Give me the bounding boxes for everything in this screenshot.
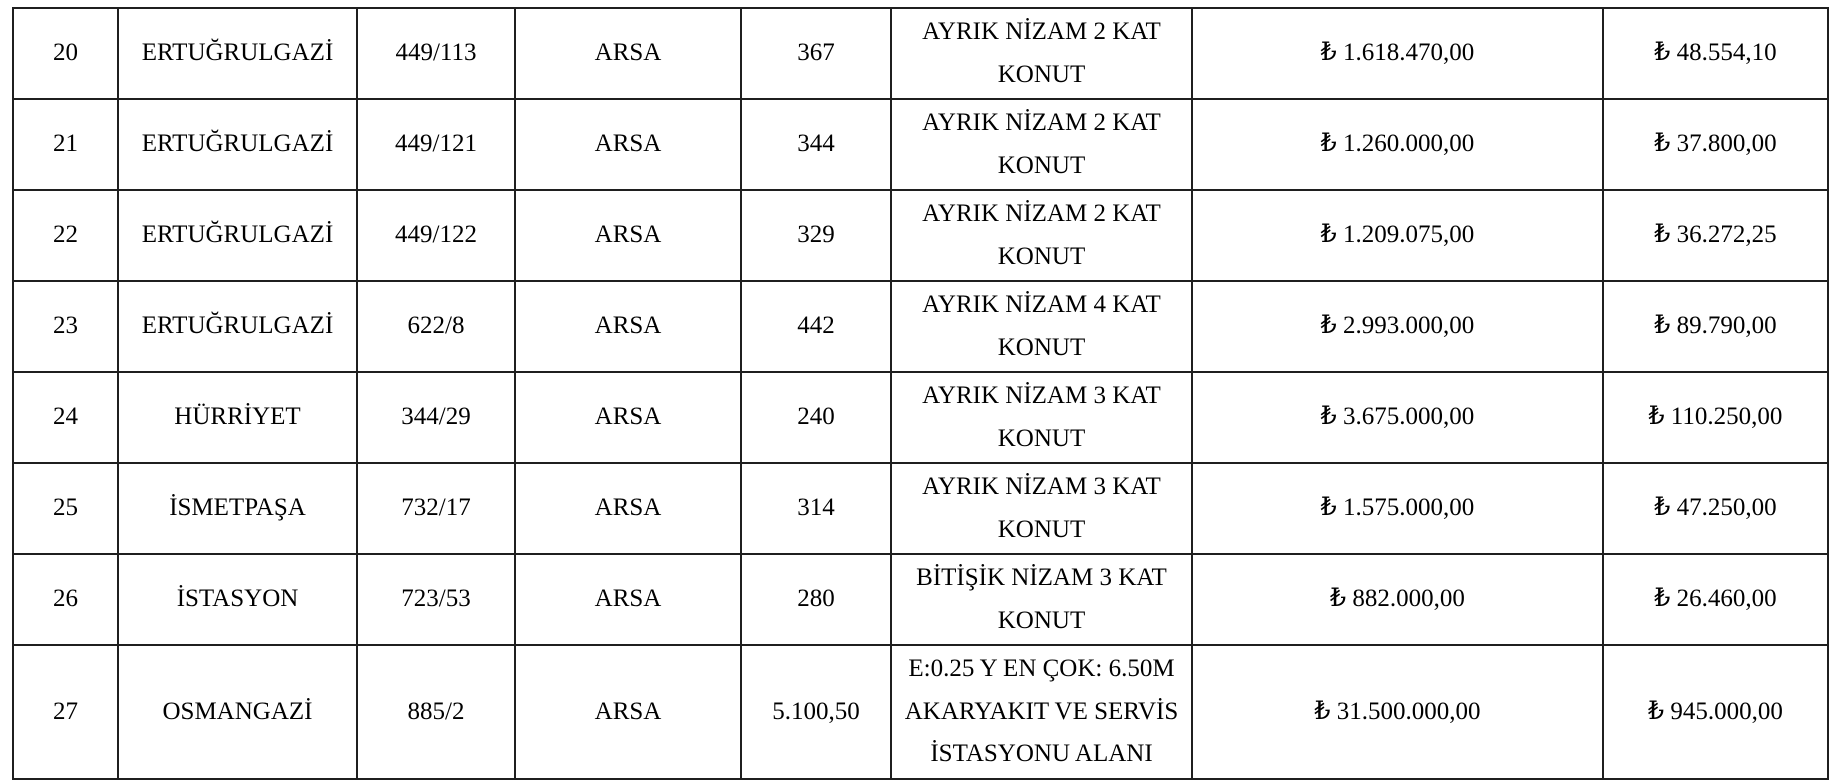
cell-deposit: ₺ 48.554,10 bbox=[1602, 7, 1829, 100]
table-row: 27 OSMANGAZİ 885/2 ARSA 5.100,50 E:0.25 Y EN … bbox=[12, 644, 1829, 780]
cell-area: 344 bbox=[740, 98, 892, 191]
cell-area: 280 bbox=[740, 553, 892, 646]
cell-row-number: 24 bbox=[12, 371, 119, 464]
cell-area: 5.100,50 bbox=[740, 644, 892, 780]
cell-property-type: ARSA bbox=[514, 7, 742, 100]
cell-zoning-status: AYRIK NİZAM 3 KAT KONUT bbox=[890, 462, 1193, 555]
cell-area: 329 bbox=[740, 189, 892, 282]
document-page: 20 ERTUĞRULGAZİ 449/113 ARSA 367 AYRIK NİZAM … bbox=[12, 7, 1829, 780]
cell-deposit: ₺ 89.790,00 bbox=[1602, 280, 1829, 373]
cell-zoning-status: E:0.25 Y EN ÇOK: 6.50M AKARYAKIT VE SERV… bbox=[890, 644, 1193, 780]
cell-property-type: ARSA bbox=[514, 462, 742, 555]
cell-estimated-price: ₺ 31.500.000,00 bbox=[1191, 644, 1604, 780]
cell-neighborhood: ERTUĞRULGAZİ bbox=[117, 189, 358, 282]
cell-deposit: ₺ 37.800,00 bbox=[1602, 98, 1829, 191]
cell-property-type: ARSA bbox=[514, 280, 742, 373]
cell-estimated-price: ₺ 1.209.075,00 bbox=[1191, 189, 1604, 282]
cell-zoning-status: AYRIK NİZAM 2 KAT KONUT bbox=[890, 98, 1193, 191]
table-row: 21 ERTUĞRULGAZİ 449/121 ARSA 344 AYRIK NİZAM … bbox=[12, 98, 1829, 191]
cell-zoning-status: AYRIK NİZAM 2 KAT KONUT bbox=[890, 189, 1193, 282]
cell-estimated-price: ₺ 1.260.000,00 bbox=[1191, 98, 1604, 191]
cell-row-number: 26 bbox=[12, 553, 119, 646]
cell-neighborhood: ERTUĞRULGAZİ bbox=[117, 98, 358, 191]
cell-zoning-status: AYRIK NİZAM 4 KAT KONUT bbox=[890, 280, 1193, 373]
table-row: 23 ERTUĞRULGAZİ 622/8 ARSA 442 AYRIK NİZAM 4 … bbox=[12, 280, 1829, 373]
table-row: 25 İSMETPAŞA 732/17 ARSA 314 AYRIK NİZAM 3 KA… bbox=[12, 462, 1829, 555]
cell-block-parcel: 885/2 bbox=[356, 644, 516, 780]
cell-deposit: ₺ 47.250,00 bbox=[1602, 462, 1829, 555]
cell-neighborhood: İSTASYON bbox=[117, 553, 358, 646]
auction-table-body: 20 ERTUĞRULGAZİ 449/113 ARSA 367 AYRIK NİZAM … bbox=[12, 7, 1829, 780]
cell-property-type: ARSA bbox=[514, 371, 742, 464]
cell-row-number: 20 bbox=[12, 7, 119, 100]
cell-neighborhood: OSMANGAZİ bbox=[117, 644, 358, 780]
cell-property-type: ARSA bbox=[514, 98, 742, 191]
cell-zoning-status: AYRIK NİZAM 2 KAT KONUT bbox=[890, 7, 1193, 100]
cell-area: 442 bbox=[740, 280, 892, 373]
cell-block-parcel: 622/8 bbox=[356, 280, 516, 373]
cell-block-parcel: 449/121 bbox=[356, 98, 516, 191]
cell-row-number: 21 bbox=[12, 98, 119, 191]
cell-deposit: ₺ 945.000,00 bbox=[1602, 644, 1829, 780]
cell-deposit: ₺ 36.272,25 bbox=[1602, 189, 1829, 282]
cell-area: 240 bbox=[740, 371, 892, 464]
cell-estimated-price: ₺ 1.618.470,00 bbox=[1191, 7, 1604, 100]
cell-zoning-status: AYRIK NİZAM 3 KAT KONUT bbox=[890, 371, 1193, 464]
cell-estimated-price: ₺ 3.675.000,00 bbox=[1191, 371, 1604, 464]
cell-block-parcel: 732/17 bbox=[356, 462, 516, 555]
cell-area: 367 bbox=[740, 7, 892, 100]
cell-neighborhood: İSMETPAŞA bbox=[117, 462, 358, 555]
cell-row-number: 25 bbox=[12, 462, 119, 555]
cell-neighborhood: ERTUĞRULGAZİ bbox=[117, 7, 358, 100]
cell-estimated-price: ₺ 2.993.000,00 bbox=[1191, 280, 1604, 373]
cell-property-type: ARSA bbox=[514, 189, 742, 282]
cell-zoning-status: BİTİŞİK NİZAM 3 KAT KONUT bbox=[890, 553, 1193, 646]
cell-area: 314 bbox=[740, 462, 892, 555]
cell-estimated-price: ₺ 1.575.000,00 bbox=[1191, 462, 1604, 555]
table-row: 22 ERTUĞRULGAZİ 449/122 ARSA 329 AYRIK NİZAM … bbox=[12, 189, 1829, 282]
cell-estimated-price: ₺ 882.000,00 bbox=[1191, 553, 1604, 646]
cell-property-type: ARSA bbox=[514, 644, 742, 780]
auction-table: 20 ERTUĞRULGAZİ 449/113 ARSA 367 AYRIK NİZAM … bbox=[12, 7, 1829, 780]
cell-block-parcel: 344/29 bbox=[356, 371, 516, 464]
cell-deposit: ₺ 110.250,00 bbox=[1602, 371, 1829, 464]
cell-block-parcel: 449/122 bbox=[356, 189, 516, 282]
cell-neighborhood: ERTUĞRULGAZİ bbox=[117, 280, 358, 373]
table-row: 24 HÜRRİYET 344/29 ARSA 240 AYRIK NİZAM 3 KAT… bbox=[12, 371, 1829, 464]
cell-deposit: ₺ 26.460,00 bbox=[1602, 553, 1829, 646]
cell-row-number: 23 bbox=[12, 280, 119, 373]
cell-row-number: 27 bbox=[12, 644, 119, 780]
cell-block-parcel: 449/113 bbox=[356, 7, 516, 100]
cell-row-number: 22 bbox=[12, 189, 119, 282]
cell-block-parcel: 723/53 bbox=[356, 553, 516, 646]
table-row: 26 İSTASYON 723/53 ARSA 280 BİTİŞİK NİZAM 3 K… bbox=[12, 553, 1829, 646]
cell-neighborhood: HÜRRİYET bbox=[117, 371, 358, 464]
table-row: 20 ERTUĞRULGAZİ 449/113 ARSA 367 AYRIK NİZAM … bbox=[12, 7, 1829, 100]
cell-property-type: ARSA bbox=[514, 553, 742, 646]
